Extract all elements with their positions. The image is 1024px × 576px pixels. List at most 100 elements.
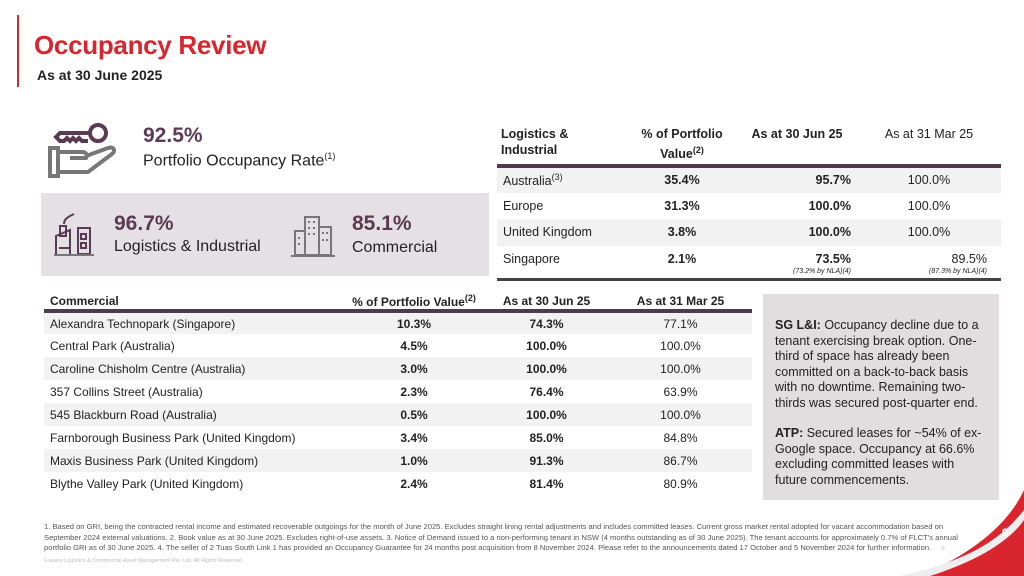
col-header-pct: % of Portfolio Value(2) — [627, 124, 737, 166]
title-accent-bar — [17, 15, 19, 87]
row-name: Caroline Chisholm Centre (Australia) — [50, 361, 246, 376]
row-mar: 77.1% — [663, 316, 698, 331]
table-row: 357 Collins Street (Australia) 2.3% 76.4% 6… — [44, 380, 752, 403]
row-mar: 89.5% (87.3% by NLA)(4) — [857, 246, 1001, 280]
note-text: Secured leases for ~54% of ex-Google spa… — [775, 426, 982, 487]
portfolio-occupancy-value: 92.5% — [143, 124, 203, 147]
row-jun: 76.4% — [529, 384, 564, 399]
footnote-ref: (2) — [464, 292, 476, 303]
row-pct: 2.1% — [667, 251, 697, 266]
row-jun: 73.5% (73.2% by NLA)(4) — [737, 246, 857, 280]
row-pct: 4.5% — [400, 338, 428, 353]
note-sg-li: SG L&I: Occupancy decline due to a tenan… — [775, 318, 987, 411]
row-pct: 2.4% — [400, 476, 428, 491]
row-mar: 80.9% — [663, 476, 698, 491]
row-name: Alexandra Technopark (Singapore) — [50, 316, 236, 331]
note-label: SG L&I: — [775, 318, 821, 332]
table-header-row: Commercial % of Portfolio Value(2) As at… — [44, 292, 752, 311]
copyright: © Frasers Logistics & Commercial Asset M… — [44, 546, 946, 564]
row-mar: 100.0% — [907, 173, 951, 188]
row-name: United Kingdom — [503, 225, 592, 240]
col-header-segment: Logistics & Industrial — [501, 127, 569, 157]
row-name: Farnborough Business Park (United Kingdo… — [50, 430, 296, 445]
row-jun: 100.0% — [526, 338, 567, 353]
row-name: Singapore — [503, 251, 560, 266]
row-mar: 100.0% — [660, 361, 701, 376]
table-header-row: Logistics & Industrial % of Portfolio Va… — [497, 124, 1001, 167]
table-row: Caroline Chisholm Centre (Australia) 3.0%… — [44, 357, 752, 380]
row-mar: 100.0% — [660, 338, 701, 353]
table-row: Europe 31.3% 100.0% 100.0% — [497, 193, 1001, 220]
row-mar-note: (87.3% by NLA)(4) — [929, 267, 987, 275]
row-pct: 3.4% — [400, 430, 428, 445]
page-title: Occupancy Review — [34, 30, 267, 60]
row-jun: 100.0% — [526, 407, 567, 422]
commercial-occupancy-value: 85.1% — [352, 212, 412, 235]
col-header-pct-text: % of Portfolio Value — [352, 294, 465, 309]
row-pct: 1.0% — [400, 453, 428, 468]
factory-icon — [54, 213, 94, 256]
row-jun: 74.3% — [529, 316, 564, 331]
row-name-text: Australia — [503, 174, 552, 189]
row-mar: 84.8% — [663, 430, 698, 445]
page-number: 9 — [1002, 527, 1009, 539]
table-row: Alexandra Technopark (Singapore) 10.3% 74.… — [44, 311, 752, 334]
footnote-ref: (1) — [324, 151, 336, 161]
col-header-mar: As at 31 Mar 25 — [884, 127, 974, 141]
row-jun: 100.0% — [526, 361, 567, 376]
footnote-ref: (3) — [551, 172, 563, 183]
table-row: Maxis Business Park (United Kingdom) 1.0%… — [44, 449, 752, 472]
row-jun: 100.0% — [808, 225, 851, 240]
row-mar: 86.7% — [663, 453, 698, 468]
segment-summary-band — [41, 193, 489, 276]
col-header-jun: As at 30 Jun 25 — [502, 293, 591, 308]
row-jun: 95.7% — [815, 173, 851, 188]
note-text: Occupancy decline due to a tenant exerci… — [775, 318, 979, 410]
portfolio-label-text: Portfolio Occupancy Rate — [143, 152, 325, 170]
row-name: 357 Collins Street (Australia) — [50, 384, 203, 399]
table-row: United Kingdom 3.8% 100.0% 100.0% — [497, 219, 1001, 246]
row-jun-note: (73.2% by NLA)(4) — [793, 267, 851, 275]
row-pct: 3.8% — [667, 225, 697, 240]
table-row: Central Park (Australia) 4.5% 100.0% 100.0% — [44, 334, 752, 357]
row-name: Blythe Valley Park (United Kingdom) — [50, 476, 244, 491]
key-in-hand-icon — [48, 123, 117, 178]
row-pct: 31.3% — [664, 198, 700, 213]
row-jun: 81.4% — [529, 476, 564, 491]
row-jun: 91.3% — [529, 453, 564, 468]
portfolio-occupancy-label: Portfolio Occupancy Rate(1) — [143, 151, 335, 170]
note-label: ATP: — [775, 426, 804, 440]
li-occupancy-table: Logistics & Industrial % of Portfolio Va… — [497, 124, 1001, 281]
page-subtitle: As at 30 June 2025 — [37, 67, 163, 83]
li-occupancy-value: 96.7% — [114, 212, 174, 235]
col-header-mar: As at 31 Mar 25 — [636, 293, 725, 308]
row-jun: 100.0% — [808, 198, 851, 213]
row-name: Australia(3) — [497, 166, 627, 193]
row-pct: 35.4% — [664, 173, 700, 188]
row-mar-value: 89.5% — [951, 251, 987, 266]
red-swoosh-decoration — [900, 490, 1024, 576]
row-mar: 100.0% — [907, 198, 951, 213]
row-name: Central Park (Australia) — [50, 338, 175, 353]
row-pct: 0.5% — [400, 407, 428, 422]
row-name: Maxis Business Park (United Kingdom) — [50, 453, 259, 468]
footnotes-text: 1. Based on GRI, being the contracted re… — [44, 522, 958, 552]
row-mar: 100.0% — [907, 225, 951, 240]
commentary-box: SG L&I: Occupancy decline due to a tenan… — [763, 294, 999, 500]
table-row: 545 Blackburn Road (Australia) 0.5% 100.0%… — [44, 403, 752, 426]
table-row: Australia(3) 35.4% 95.7% 100.0% — [497, 166, 1001, 193]
row-mar: 63.9% — [663, 384, 698, 399]
note-atp: ATP: Secured leases for ~54% of ex-Googl… — [775, 426, 987, 488]
commercial-occupancy-table: Commercial % of Portfolio Value(2) As at… — [44, 292, 752, 495]
row-jun: 85.0% — [529, 430, 564, 445]
footnote-ref: (2) — [692, 145, 704, 155]
row-mar: 100.0% — [660, 407, 701, 422]
commercial-occupancy-label: Commercial — [352, 239, 438, 256]
row-name: Europe — [503, 198, 544, 213]
footnotes: 1. Based on GRI, being the contracted re… — [44, 522, 964, 566]
col-header-jun: As at 30 Jun 25 — [751, 127, 843, 141]
office-buildings-icon — [291, 216, 335, 257]
table-row: Singapore 2.1% 73.5% (73.2% by NLA)(4) 89.5%… — [497, 246, 1001, 280]
col-header-property: Commercial — [50, 293, 119, 308]
row-pct: 2.3% — [400, 384, 428, 399]
